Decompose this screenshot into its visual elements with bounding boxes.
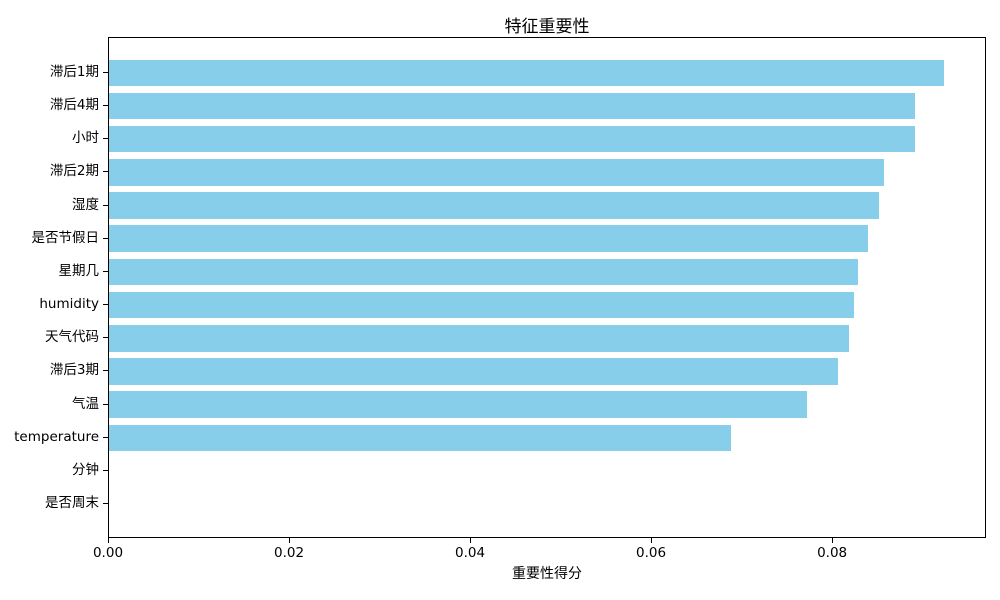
y-tick-label: humidity bbox=[39, 296, 99, 313]
y-tick-label: 小时 bbox=[72, 130, 99, 147]
x-tick-label: 0.08 bbox=[817, 545, 848, 561]
y-tick-mark bbox=[103, 403, 108, 405]
x-tick-label: 0.06 bbox=[636, 545, 667, 561]
bar bbox=[109, 92, 916, 120]
bar bbox=[109, 125, 915, 153]
chart-title: 特征重要性 bbox=[504, 17, 590, 37]
y-tick-label: 湿度 bbox=[72, 196, 99, 213]
y-tick-mark bbox=[103, 270, 108, 272]
y-tick-mark bbox=[103, 105, 108, 107]
bar bbox=[109, 258, 859, 286]
y-tick-label: 天气代码 bbox=[45, 329, 99, 346]
y-tick-mark bbox=[103, 138, 108, 140]
y-tick-mark bbox=[103, 71, 108, 73]
bar bbox=[109, 192, 880, 219]
y-tick-label: 气温 bbox=[72, 395, 99, 412]
y-tick-label: 滞后2期 bbox=[49, 163, 99, 180]
plot-area bbox=[108, 37, 986, 538]
bar bbox=[109, 324, 850, 352]
x-axis-label: 重要性得分 bbox=[512, 566, 582, 582]
bar bbox=[109, 358, 838, 385]
x-tick-mark bbox=[108, 538, 109, 543]
y-tick-mark bbox=[103, 237, 108, 239]
y-tick-label: 是否节假日 bbox=[31, 229, 100, 246]
x-tick-mark bbox=[470, 538, 472, 543]
y-tick-mark bbox=[103, 171, 108, 173]
y-tick-mark bbox=[103, 370, 108, 372]
y-tick-label: 滞后3期 bbox=[49, 362, 99, 379]
y-tick-mark bbox=[103, 469, 108, 471]
bar bbox=[109, 291, 854, 319]
y-tick-label: 星期几 bbox=[58, 262, 100, 279]
y-tick-mark bbox=[103, 337, 108, 339]
x-tick-label: 0.00 bbox=[92, 545, 124, 561]
bar bbox=[109, 424, 731, 452]
y-tick-label: 分钟 bbox=[72, 461, 99, 478]
y-tick-label: temperature bbox=[14, 428, 99, 445]
x-tick-mark bbox=[651, 538, 653, 543]
y-tick-mark bbox=[103, 204, 108, 206]
y-tick-mark bbox=[103, 304, 108, 306]
bar bbox=[109, 59, 944, 87]
y-tick-label: 滞后4期 bbox=[49, 97, 99, 114]
bar bbox=[109, 159, 884, 186]
y-tick-label: 滞后1期 bbox=[49, 63, 99, 80]
x-tick-label: 0.02 bbox=[273, 545, 305, 561]
y-tick-label: 是否周末 bbox=[45, 495, 99, 512]
y-tick-mark bbox=[103, 436, 108, 438]
x-tick-label: 0.04 bbox=[455, 545, 486, 561]
bar bbox=[109, 225, 869, 252]
bar bbox=[109, 391, 807, 418]
x-tick-mark bbox=[289, 538, 291, 543]
y-tick-mark bbox=[103, 503, 108, 505]
x-tick-mark bbox=[832, 538, 834, 543]
